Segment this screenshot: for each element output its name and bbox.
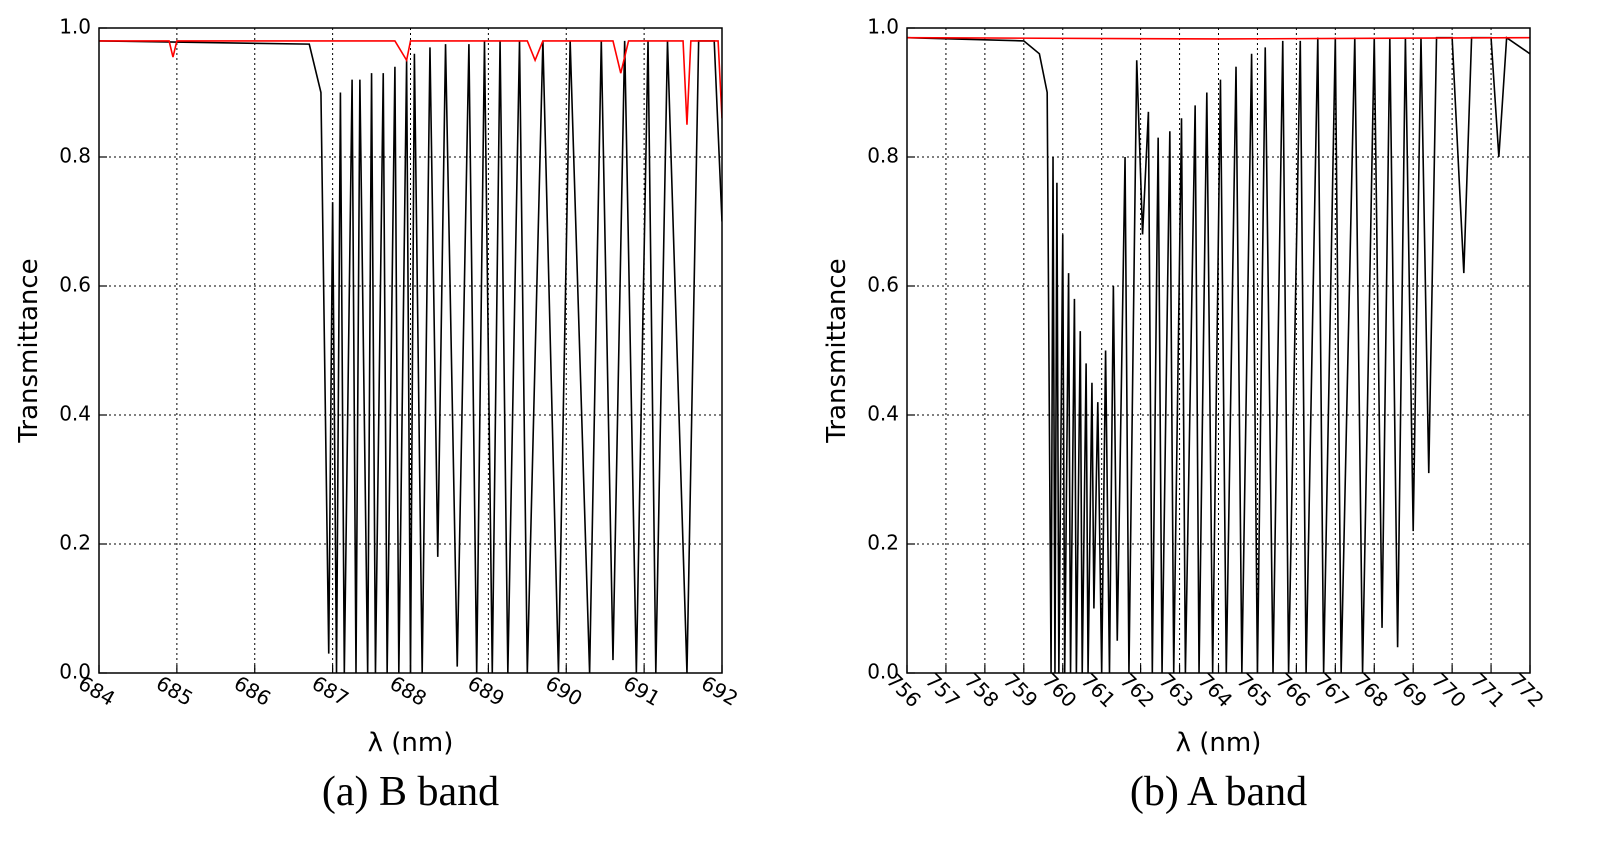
x-tick-label: 689 bbox=[464, 671, 509, 711]
y-tick-label: 0.2 bbox=[867, 531, 899, 555]
y-tick-label: 0.2 bbox=[59, 531, 91, 555]
x-tick-label: 758 bbox=[960, 668, 1004, 712]
caption: (a) B band bbox=[322, 769, 499, 815]
y-tick-label: 0.8 bbox=[59, 144, 91, 168]
x-tick-label: 762 bbox=[1115, 668, 1159, 712]
x-tick-label: 764 bbox=[1193, 668, 1237, 712]
y-tick-label: 0.0 bbox=[867, 660, 899, 684]
x-tick-label: 691 bbox=[619, 671, 664, 711]
x-tick-label: 765 bbox=[1232, 668, 1276, 712]
y-axis-label: Transmittance bbox=[14, 258, 44, 443]
plot-frame bbox=[906, 27, 1531, 674]
y-tick-label: 0.4 bbox=[59, 402, 91, 426]
x-tick-label: 772 bbox=[1505, 668, 1549, 712]
x-tick-label: 768 bbox=[1349, 668, 1393, 712]
plot-frame bbox=[98, 27, 723, 674]
y-tick-label: 0.8 bbox=[867, 144, 899, 168]
y-tick-label: 0.6 bbox=[59, 273, 91, 297]
y-tick-label: 0.6 bbox=[867, 273, 899, 297]
x-tick-label: 690 bbox=[541, 671, 586, 711]
x-tick-label: 767 bbox=[1310, 668, 1354, 712]
x-tick-label: 761 bbox=[1077, 668, 1121, 712]
x-tick-label: 766 bbox=[1271, 668, 1315, 712]
x-tick-label: 687 bbox=[308, 671, 353, 711]
y-tick-label: 1.0 bbox=[867, 15, 899, 39]
x-tick-label: 685 bbox=[152, 671, 197, 711]
x-axis-label: λ (nm) bbox=[1176, 728, 1262, 758]
x-tick-label: 686 bbox=[230, 671, 275, 711]
y-axis-label: Transmittance bbox=[822, 258, 852, 443]
y-tick-label: 0.4 bbox=[867, 402, 899, 426]
spectrum-line bbox=[907, 36, 1530, 40]
spectrum-line bbox=[907, 36, 1530, 674]
x-tick-label: 763 bbox=[1154, 668, 1198, 712]
x-tick-label: 692 bbox=[697, 671, 742, 711]
x-tick-label: 771 bbox=[1466, 668, 1510, 712]
spectrum-line bbox=[99, 40, 722, 125]
x-tick-label: 770 bbox=[1427, 668, 1471, 712]
x-tick-label: 688 bbox=[386, 671, 431, 711]
y-tick-label: 1.0 bbox=[59, 15, 91, 39]
y-tick-label: 0.0 bbox=[59, 660, 91, 684]
x-axis-label: λ (nm) bbox=[368, 728, 454, 758]
spectrum-line bbox=[99, 40, 722, 674]
caption: (b) A band bbox=[1130, 769, 1307, 815]
x-tick-label: 769 bbox=[1388, 668, 1432, 712]
x-tick-label: 760 bbox=[1038, 668, 1082, 712]
x-tick-label: 757 bbox=[921, 668, 965, 712]
x-tick-label: 759 bbox=[999, 668, 1043, 712]
